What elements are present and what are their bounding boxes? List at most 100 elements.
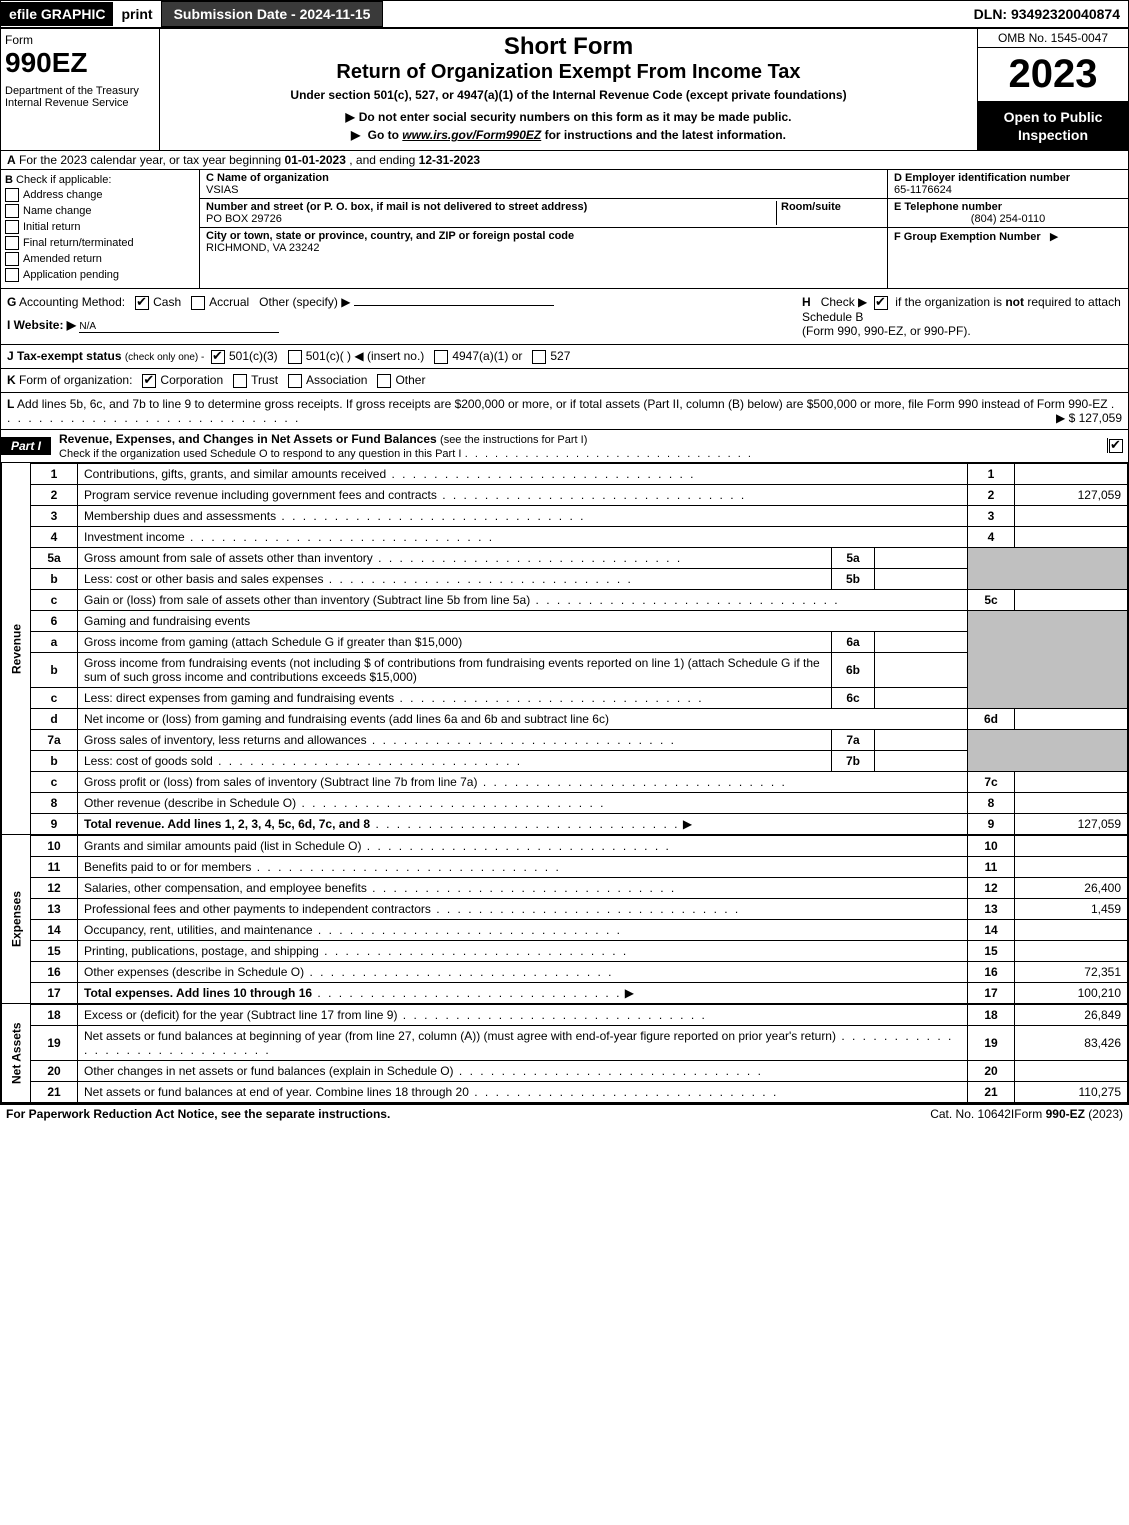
goto-prefix: Go to — [368, 128, 403, 142]
goto-suffix: for instructions and the latest informat… — [545, 128, 786, 142]
omb-number: OMB No. 1545-0047 — [978, 29, 1128, 48]
col-b-label: B — [5, 174, 13, 186]
column-g-i: G Accounting Method: Cash Accrual Other … — [1, 289, 796, 344]
line-l-gross-receipts: L Add lines 5b, 6c, and 7b to line 9 to … — [1, 393, 1128, 430]
line-13-box: 13 — [968, 898, 1015, 919]
line-a-end-date: 12-31-2023 — [419, 153, 480, 167]
footer-left: For Paperwork Reduction Act Notice, see … — [6, 1107, 930, 1121]
line-6a-num: a — [31, 631, 78, 652]
h-text4: (Form 990, 990-EZ, or 990-PF). — [802, 324, 971, 338]
check-final-return[interactable]: Final return/terminated — [5, 236, 195, 250]
row-4: 4 Investment income 4 — [2, 526, 1128, 547]
line-g-accounting: G Accounting Method: Cash Accrual Other … — [7, 295, 790, 310]
line-5c-box: 5c — [968, 589, 1015, 610]
k-text: Form of organization: — [19, 373, 132, 387]
line-3-box: 3 — [968, 505, 1015, 526]
check-amended-return-label: Amended return — [23, 253, 102, 265]
insert-no: (insert no.) — [367, 349, 424, 363]
line-6a-subval — [875, 631, 968, 652]
revenue-table: Revenue 1 Contributions, gifts, grants, … — [1, 463, 1128, 835]
irs-link[interactable]: www.irs.gov/Form990EZ — [402, 128, 541, 142]
line-15-num: 15 — [31, 940, 78, 961]
line-4-box: 4 — [968, 526, 1015, 547]
line-j-tax-exempt-status: J Tax-exempt status (check only one) - 5… — [1, 345, 1128, 369]
form-990ez-page: efile GRAPHIC print Submission Date - 20… — [0, 0, 1129, 1104]
check-4947a1[interactable] — [434, 350, 448, 364]
check-other-org[interactable] — [377, 374, 391, 388]
check-application-pending[interactable]: Application pending — [5, 268, 195, 282]
addr-value: PO BOX 29726 — [206, 213, 282, 225]
association-label: Association — [306, 373, 367, 387]
line-17-num: 17 — [31, 982, 78, 1003]
city-value: RICHMOND, VA 23242 — [206, 242, 320, 254]
other-specify-input[interactable] — [354, 305, 554, 306]
col-b-heading: Check if applicable: — [16, 174, 111, 186]
line-13-val: 1,459 — [1015, 898, 1128, 919]
line-20-num: 20 — [31, 1060, 78, 1081]
column-b-checkboxes: B Check if applicable: Address change Na… — [1, 170, 200, 288]
tax-year: 2023 — [978, 48, 1128, 102]
footer-form-year: (2023) — [1085, 1107, 1123, 1121]
check-527[interactable] — [532, 350, 546, 364]
h-text2: if the organization is — [895, 295, 1005, 309]
check-address-change-label: Address change — [23, 189, 103, 201]
check-cash[interactable] — [135, 296, 149, 310]
line-6c-desc: Less: direct expenses from gaming and fu… — [84, 691, 394, 705]
revenue-vlabel: Revenue — [2, 463, 31, 834]
line-15-desc: Printing, publications, postage, and shi… — [84, 944, 319, 958]
check-amended-return[interactable]: Amended return — [5, 252, 195, 266]
accrual-label: Accrual — [209, 295, 249, 309]
check-name-change[interactable]: Name change — [5, 204, 195, 218]
footer-right: Form 990-EZ (2023) — [1014, 1107, 1123, 1121]
line-16-desc: Other expenses (describe in Schedule O) — [84, 965, 304, 979]
line-6c-subval — [875, 687, 968, 708]
line-20-box: 20 — [968, 1060, 1015, 1081]
line-14-num: 14 — [31, 919, 78, 940]
header-right: OMB No. 1545-0047 2023 Open to Public In… — [977, 29, 1128, 150]
row-9: 9 Total revenue. Add lines 1, 2, 3, 4, 5… — [2, 813, 1128, 834]
row-6c: c Less: direct expenses from gaming and … — [2, 687, 1128, 708]
line-3-val — [1015, 505, 1128, 526]
block-b-c-def: B Check if applicable: Address change Na… — [1, 170, 1128, 289]
column-h: H Check ▶ if the organization is not req… — [796, 289, 1128, 344]
header-center: Short Form Return of Organization Exempt… — [160, 29, 977, 150]
check-initial-return[interactable]: Initial return — [5, 220, 195, 234]
corporation-label: Corporation — [160, 373, 223, 387]
print-label[interactable]: print — [113, 2, 160, 26]
row-10: Expenses 10 Grants and similar amounts p… — [2, 835, 1128, 856]
column-def: D Employer identification number 65-1176… — [887, 170, 1128, 288]
line-21-val: 110,275 — [1015, 1081, 1128, 1102]
check-trust[interactable] — [233, 374, 247, 388]
row-5b: b Less: cost or other basis and sales ex… — [2, 568, 1128, 589]
line-8-num: 8 — [31, 792, 78, 813]
part-i-schedule-o-check[interactable] — [1107, 438, 1128, 453]
check-501c[interactable] — [288, 350, 302, 364]
check-association[interactable] — [288, 374, 302, 388]
row-1: Revenue 1 Contributions, gifts, grants, … — [2, 463, 1128, 484]
line-11-box: 11 — [968, 856, 1015, 877]
row-15: 15 Printing, publications, postage, and … — [2, 940, 1128, 961]
line-5b-desc: Less: cost or other basis and sales expe… — [84, 572, 323, 586]
row-12: 12 Salaries, other compensation, and emp… — [2, 877, 1128, 898]
line-10-box: 10 — [968, 835, 1015, 856]
opt-4947a1: 4947(a)(1) or — [452, 349, 522, 363]
check-501c3[interactable] — [211, 350, 225, 364]
return-title: Return of Organization Exempt From Incom… — [168, 61, 969, 84]
phone-value: (804) 254-0110 — [894, 213, 1122, 225]
footer-form-number: 990-EZ — [1046, 1107, 1085, 1121]
check-address-change[interactable]: Address change — [5, 188, 195, 202]
check-not-required-schedule-b[interactable] — [874, 296, 888, 310]
line-7c-num: c — [31, 771, 78, 792]
footer-form-prefix: Form — [1014, 1107, 1045, 1121]
check-accrual[interactable] — [191, 296, 205, 310]
line-1-desc: Contributions, gifts, grants, and simila… — [84, 467, 386, 481]
check-corporation[interactable] — [142, 374, 156, 388]
line-2-box: 2 — [968, 484, 1015, 505]
part-i-check-note: Check if the organization used Schedule … — [59, 448, 461, 460]
check-initial-return-label: Initial return — [23, 221, 80, 233]
line-7b-desc: Less: cost of goods sold — [84, 754, 213, 768]
ssn-warning-text: Do not enter social security numbers on … — [359, 110, 792, 124]
line-k-form-of-org: K Form of organization: Corporation Trus… — [1, 369, 1128, 393]
line-a-prefix: For the 2023 calendar year, or tax year … — [19, 153, 285, 167]
line-6d-box: 6d — [968, 708, 1015, 729]
